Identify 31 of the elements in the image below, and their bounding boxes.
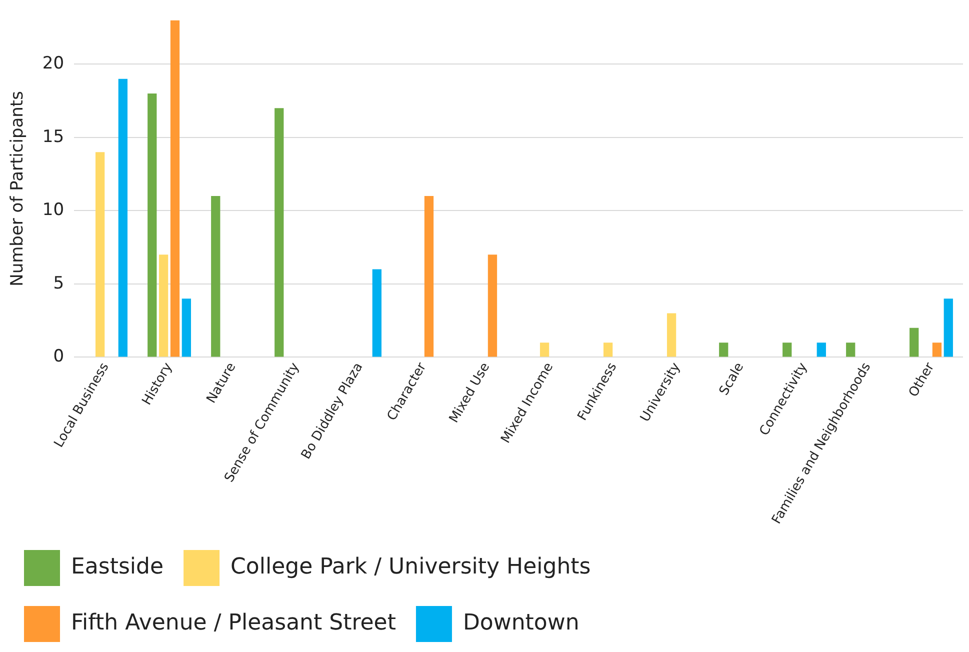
bar [274, 108, 284, 357]
bar [944, 298, 953, 357]
y-tick-label: 10 [42, 200, 64, 220]
bar [488, 254, 498, 357]
bar [932, 342, 942, 357]
bar [782, 342, 792, 357]
y-tick-label: 5 [53, 273, 64, 294]
bar [816, 342, 826, 357]
legend-label: College Park / University Heights [230, 554, 591, 580]
bar [170, 20, 180, 357]
legend-label: Fifth Avenue / Pleasant Street [71, 610, 396, 636]
bar [182, 298, 191, 357]
bar [148, 93, 157, 357]
bar [846, 342, 856, 357]
bar [910, 328, 919, 357]
y-tick-label: 0 [53, 346, 64, 367]
legend-label: Eastside [71, 554, 164, 580]
bar [540, 342, 550, 357]
bar [211, 196, 220, 357]
y-tick-label: 20 [42, 54, 64, 74]
bar [666, 313, 676, 357]
bar [424, 196, 434, 357]
bar [372, 269, 382, 357]
y-axis-title: Number of Participants [8, 90, 28, 286]
bar [118, 78, 128, 357]
legend-label: Downtown [462, 610, 580, 636]
y-tick-label: 15 [42, 126, 64, 147]
bar [158, 254, 168, 357]
bar [95, 152, 105, 357]
bar [603, 342, 613, 357]
bar [719, 342, 728, 357]
